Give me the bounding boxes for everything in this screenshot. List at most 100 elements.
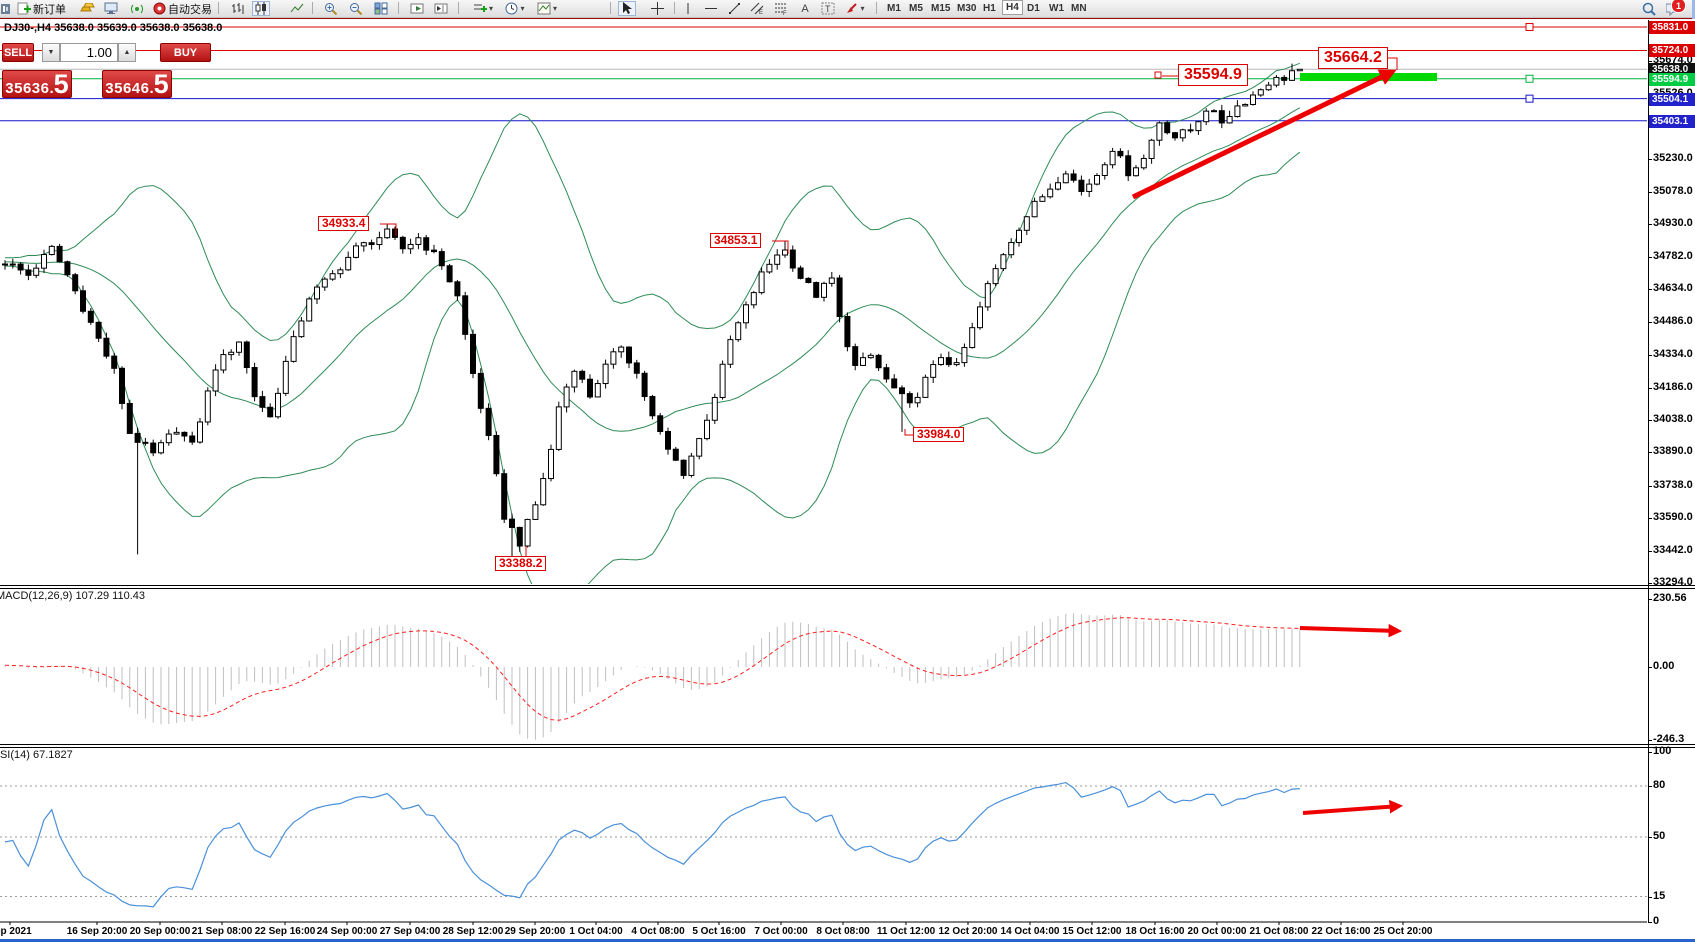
line-selection-marker[interactable]	[1525, 74, 1534, 83]
price-level-badge: 35403.1	[1649, 115, 1695, 128]
macd-label: MACD(12,26,9) 107.29 110.43	[0, 590, 146, 602]
auto-trading-button[interactable]: 自动交易	[168, 3, 212, 16]
indicators-dropdown[interactable]: ▾	[468, 1, 498, 16]
price-axis-tickmark	[1648, 518, 1652, 519]
panel-separator[interactable]	[0, 744, 1695, 745]
time-axis-label: 14 Oct 04:00	[1000, 926, 1060, 937]
panel-separator[interactable]	[0, 585, 1695, 586]
price-axis-line[interactable]	[1648, 20, 1649, 923]
price-axis-tick: 34486.0	[1653, 314, 1693, 327]
price-annotation[interactable]: 35594.9	[1178, 64, 1248, 86]
toolbar-separator	[674, 2, 675, 14]
timeframe-W1[interactable]: W1	[1049, 2, 1064, 14]
tile-windows-icon[interactable]	[372, 1, 390, 16]
time-axis-label: 25 Oct 20:00	[1373, 926, 1433, 937]
bollinger-middle	[4, 107, 1301, 432]
fibonacci-tool[interactable]: F	[772, 1, 790, 16]
buy-button[interactable]: BUY	[160, 43, 211, 62]
macd-signal-line	[4, 617, 1300, 721]
auto-trading-icon[interactable]	[152, 1, 167, 16]
rsi-axis-tickmark	[1648, 897, 1652, 898]
price-axis-tickmark	[1648, 192, 1652, 193]
line-selection-marker[interactable]	[1525, 23, 1534, 31]
timeframe-MN[interactable]: MN	[1071, 2, 1087, 14]
cursor-tool[interactable]	[618, 1, 636, 16]
price-axis-tickmark	[1648, 61, 1652, 62]
price-annotation[interactable]: 34933.4	[318, 216, 370, 232]
price-annotation[interactable]: 33984.0	[913, 427, 965, 443]
support-highlight-bar[interactable]	[1300, 73, 1437, 81]
crosshair-tool[interactable]	[648, 1, 666, 16]
trend-arrow-2[interactable]	[1299, 623, 1403, 638]
search-icon[interactable]	[1640, 1, 1658, 16]
market-watch-icon[interactable]	[103, 1, 119, 16]
bar-chart-mode-icon[interactable]	[229, 1, 247, 16]
auto-scroll-icon[interactable]	[408, 1, 426, 16]
rsi-axis-tick: 80	[1653, 779, 1666, 791]
price-axis-tickmark	[1648, 257, 1652, 258]
rsi-panel-layer	[0, 781, 1647, 908]
price-axis-tick: 34334.0	[1653, 348, 1693, 361]
panel-separator[interactable]	[0, 588, 1695, 589]
timeframe-M5[interactable]: M5	[909, 2, 923, 14]
line-chart-mode-icon[interactable]	[288, 1, 306, 16]
toolbar-divider	[0, 17, 1695, 19]
timeframe-M30[interactable]: M30	[957, 2, 977, 14]
timeframe-D1[interactable]: D1	[1027, 2, 1040, 14]
templates-dropdown[interactable]: ▾	[532, 1, 562, 16]
symbol-ohlc-header: DJ30-,H4 35638.0 35639.0 35638.0 35638.0	[4, 22, 223, 34]
drawing-objects-layer[interactable]	[380, 23, 1534, 815]
macd-panel-layer	[4, 613, 1301, 740]
text-label-tool[interactable]: T	[820, 1, 836, 16]
trendline-tool[interactable]	[726, 1, 742, 16]
chat-icon[interactable]: 1	[1662, 0, 1686, 16]
price-axis-tickmark	[1648, 486, 1652, 487]
volume-input[interactable]: 1.00	[60, 43, 118, 62]
periods-dropdown[interactable]: ▾	[502, 1, 528, 16]
bid-price-box[interactable]: 35636. 5	[2, 70, 72, 98]
price-level-badge: 35724.0	[1649, 44, 1695, 57]
candlestick-mode-icon[interactable]	[252, 1, 270, 16]
ask-pip: 5	[153, 68, 169, 99]
line-selection-marker[interactable]	[1525, 94, 1534, 103]
price-axis-tickmark	[1648, 355, 1652, 356]
bid-main: 35636	[5, 79, 50, 97]
sell-button[interactable]: SELL	[2, 43, 34, 62]
time-axis-label: 22 Oct 16:00	[1311, 926, 1371, 937]
new-order-button[interactable]: 新订单	[33, 3, 66, 16]
time-axis-label: 22 Sep 16:00	[254, 926, 316, 937]
trend-arrow-3[interactable]	[1302, 799, 1404, 815]
rsi-axis-tickmark	[1648, 837, 1652, 838]
trend-arrow-1[interactable]	[1131, 69, 1397, 200]
horizontal-line-tool[interactable]	[702, 1, 720, 16]
time-axis-label: 21 Oct 08:00	[1249, 926, 1309, 937]
zoom-in-icon[interactable]	[322, 1, 340, 16]
window-icon[interactable]	[0, 1, 12, 16]
volume-increase-button[interactable]: ▲	[118, 43, 136, 62]
new-order-icon[interactable]	[16, 1, 32, 16]
arrows-tool-dropdown[interactable]: ▾	[842, 1, 868, 16]
timeframe-M1[interactable]: M1	[887, 2, 901, 14]
timeframe-H4[interactable]: H4	[1002, 0, 1023, 15]
gold-icon[interactable]	[79, 1, 95, 16]
text-tool[interactable]: A	[801, 2, 809, 15]
timeframe-H1[interactable]: H1	[983, 2, 996, 14]
panel-separator[interactable]	[0, 747, 1695, 748]
time-axis-label: 24 Sep 00:00	[316, 926, 378, 937]
toolbar-separator	[458, 2, 459, 14]
chart-shift-icon[interactable]	[432, 1, 450, 16]
price-annotation[interactable]: 34853.1	[710, 233, 762, 249]
vertical-line-tool[interactable]	[680, 1, 696, 16]
window-edge	[1692, 0, 1695, 19]
volume-decrease-button[interactable]: ▼	[42, 43, 60, 62]
timeframe-M15[interactable]: M15	[931, 2, 951, 14]
price-annotation[interactable]: 33388.2	[495, 556, 547, 572]
signal-icon[interactable]	[129, 1, 145, 16]
ask-price-box[interactable]: 35646. 5	[102, 70, 172, 98]
svg-text:F: F	[783, 11, 787, 15]
chart-canvas[interactable]	[0, 20, 1648, 925]
price-annotation[interactable]: 35664.2	[1318, 47, 1388, 69]
time-axis-label: Sep 2021	[0, 926, 32, 937]
zoom-out-icon[interactable]	[347, 1, 365, 16]
channel-tool[interactable]: E	[748, 1, 766, 16]
